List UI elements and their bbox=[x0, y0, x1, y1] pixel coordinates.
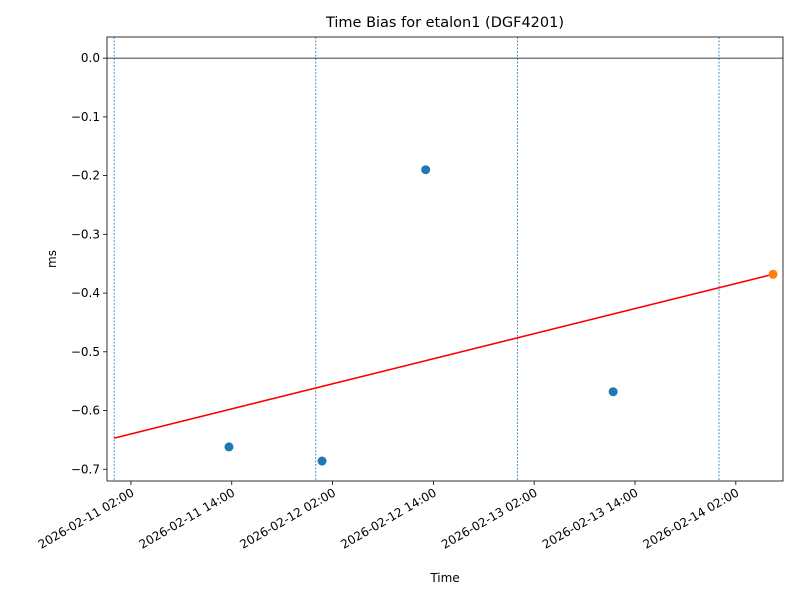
data-point bbox=[317, 456, 327, 466]
y-tick-label: −0.3 bbox=[71, 227, 100, 241]
y-axis-label: ms bbox=[45, 250, 59, 268]
plot-frame bbox=[106, 36, 784, 482]
y-tick-label: −0.5 bbox=[71, 345, 100, 359]
y-tick-label: 0.0 bbox=[81, 51, 100, 65]
y-tick-label: −0.1 bbox=[71, 110, 100, 124]
data-point bbox=[608, 387, 618, 397]
data-point bbox=[421, 165, 431, 175]
trend-line bbox=[113, 273, 774, 439]
data-point bbox=[224, 442, 234, 452]
y-tick-label: −0.4 bbox=[71, 286, 100, 300]
chart-title: Time Bias for etalon1 (DGF4201) bbox=[325, 15, 564, 31]
x-axis-label: Time bbox=[429, 571, 459, 585]
y-tick-label: −0.6 bbox=[71, 404, 100, 418]
y-tick-label: −0.7 bbox=[71, 462, 100, 476]
data-point bbox=[768, 269, 778, 279]
y-tick-label: −0.2 bbox=[71, 169, 100, 183]
